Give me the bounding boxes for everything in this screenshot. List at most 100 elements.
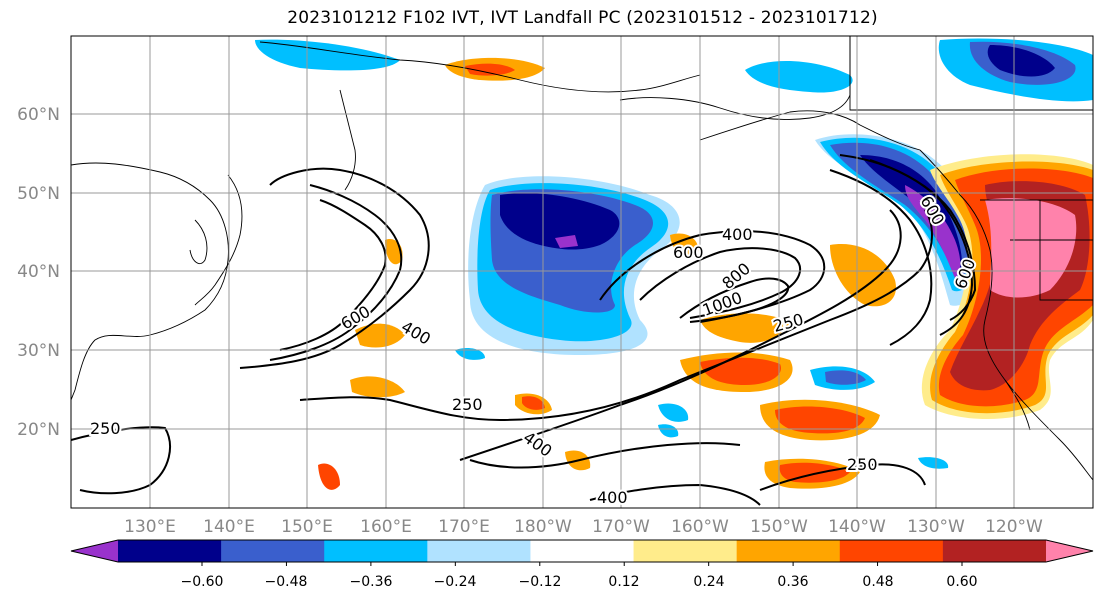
shade-hawaii-neg-b <box>825 370 866 385</box>
contour-250-west <box>239 167 430 369</box>
lon-label: 150°E <box>281 517 333 537</box>
shade-coast-negative-blue <box>830 142 970 279</box>
lon-label: 140°W <box>828 517 886 537</box>
shade-pacific-east-1 <box>700 313 790 343</box>
colorbar-tick-label: 0.12 <box>608 574 639 590</box>
shade-small-neg-1 <box>455 347 485 360</box>
shade-west-pacific-5 <box>318 463 340 490</box>
map-title: 2023101212 F102 IVT, IVT Landfall PC (20… <box>287 8 878 28</box>
coast-baja <box>1004 379 1031 431</box>
lat-label: 30°N <box>17 341 60 361</box>
coast-japan <box>194 174 243 306</box>
colorbar-tick-label: 0.24 <box>693 574 724 590</box>
lon-label: 140°E <box>203 517 255 537</box>
shade-small-neg-4 <box>658 424 679 438</box>
colorbar-swatch <box>118 540 222 562</box>
coast-alaska-south <box>699 110 921 151</box>
graticule <box>71 36 1093 508</box>
contour-250-se <box>759 463 926 491</box>
colorbar-swatch <box>942 540 1047 562</box>
contour-400-coast <box>839 154 974 336</box>
contour-250-coast <box>829 169 933 346</box>
colorbar-swatch <box>324 540 428 562</box>
contour-1000-central <box>679 277 790 323</box>
colorbar-tick-label: −0.24 <box>434 574 477 590</box>
lon-label: 170°E <box>438 517 490 537</box>
shade-canada-navy <box>987 45 1055 77</box>
lon-label: 130°E <box>124 517 176 537</box>
shade-bering-red <box>465 63 515 76</box>
colorbar-tick-label: −0.48 <box>265 574 308 590</box>
shade-west-pacific-1 <box>355 323 405 348</box>
latitude-axis: 60°N 50°N 40°N 30°N 20°N <box>17 105 60 440</box>
lon-label: 170°W <box>592 517 650 537</box>
coast-na-west <box>919 149 1093 481</box>
shade-small-neg-3 <box>658 403 689 422</box>
shade-north-cyan <box>255 39 400 71</box>
shade-central-orange-1 <box>670 233 699 256</box>
shade-small-neg-2 <box>918 457 949 469</box>
contour-label: 250 <box>90 419 121 438</box>
contour-400-west <box>269 184 403 361</box>
shade-west-us-pink <box>985 198 1077 298</box>
contour-label: 400 <box>722 225 753 244</box>
shade-alaska-cyan <box>745 60 853 93</box>
contour-label: 250 <box>452 395 483 414</box>
colorbar-tick-label: −0.60 <box>181 574 224 590</box>
border-states-1 <box>1039 200 1093 301</box>
border-alaska <box>849 36 1093 111</box>
lat-label: 60°N <box>17 105 60 125</box>
colorbar-swatch <box>71 540 118 562</box>
contour-800-central <box>639 247 802 319</box>
contour-250-mid <box>299 209 933 422</box>
lon-label: 160°W <box>671 517 729 537</box>
shade-west-pacific-3 <box>350 376 405 398</box>
shade-central-pacific-purple <box>555 235 578 248</box>
lon-label: 120°W <box>985 517 1043 537</box>
lon-label: 180°W <box>514 517 572 537</box>
colorbar-swatch <box>221 540 325 562</box>
colorbar-tick-label: −0.36 <box>350 574 393 590</box>
lon-label: 150°W <box>750 517 808 537</box>
coast-korea <box>189 219 208 264</box>
shade-coast-negative-purple <box>905 185 961 278</box>
colorbar-swatch <box>839 540 944 562</box>
colorbar-swatch <box>633 540 738 562</box>
lon-label: 130°W <box>907 517 965 537</box>
colorbar-tick-label: 0.60 <box>946 574 977 590</box>
contour-400-central <box>459 209 902 461</box>
shaded-pc-field <box>255 38 1093 490</box>
coast-alaska <box>619 36 851 120</box>
contour-400-low <box>469 442 741 469</box>
shade-central-pacific-navy <box>500 193 620 250</box>
shade-pacific-mid <box>830 244 896 307</box>
shade-pacific-east-3r <box>775 406 865 434</box>
colorbar-outline <box>70 539 1094 563</box>
colorbar-tick-label: −0.12 <box>519 574 562 590</box>
colorbar-tick-label: 0.36 <box>777 574 808 590</box>
lat-label: 40°N <box>17 262 60 282</box>
ivt-contours <box>71 154 977 506</box>
colorbar: −0.60 −0.48 −0.36 −0.24 −0.12 0.12 0.24 … <box>70 539 1094 590</box>
plot-frame <box>70 35 1094 509</box>
contour-label: 250 <box>847 455 878 474</box>
lon-label: 160°E <box>360 517 412 537</box>
colorbar-swatch <box>1046 540 1093 562</box>
contour-label: 400 <box>597 488 628 507</box>
contour-250-sw <box>71 426 171 495</box>
coast-kamchatka <box>339 89 356 191</box>
longitude-axis: 130°E 140°E 150°E 160°E 170°E 180°W 170°… <box>124 517 1043 537</box>
lat-label: 20°N <box>17 420 60 440</box>
coastlines <box>71 36 1093 481</box>
colorbar-ticks <box>201 562 963 566</box>
colorbar-swatch <box>427 540 531 562</box>
contour-label: 600 <box>673 243 704 262</box>
coast-siberia <box>259 41 701 93</box>
colorbar-tick-label: 0.48 <box>862 574 893 590</box>
coast-asia <box>71 162 229 401</box>
lat-label: 50°N <box>17 184 60 204</box>
colorbar-swatch <box>530 540 635 562</box>
colorbar-swatch <box>736 540 841 562</box>
contour-600-west <box>279 199 387 351</box>
